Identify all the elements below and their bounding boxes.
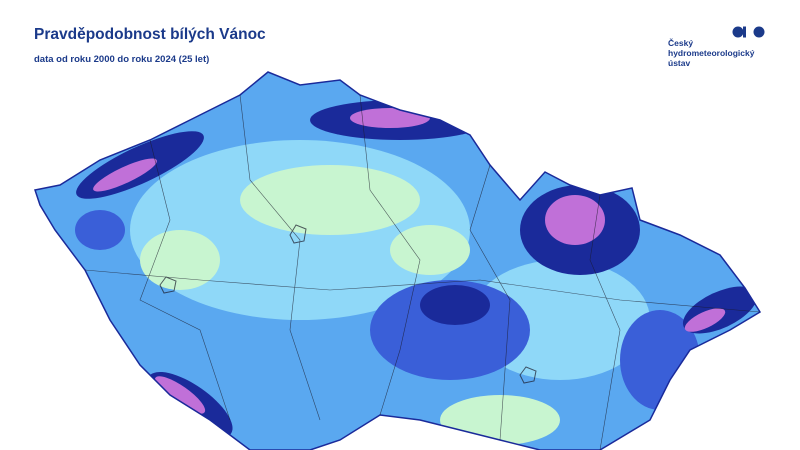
zone-highest (545, 195, 605, 245)
country-border (34, 71, 762, 450)
zone-highest (93, 158, 157, 192)
zone-highest (154, 376, 206, 414)
map-fill (35, 72, 760, 450)
zone-highest (350, 108, 430, 128)
zone-highest (684, 308, 726, 332)
zone-low (390, 225, 470, 275)
logo-line: ústav (668, 58, 691, 68)
zone-low (240, 165, 420, 235)
logo-line: hydrometeorologický (668, 48, 755, 58)
logo-line: Český (668, 38, 694, 48)
page-subtitle: data od roku 2000 do roku 2024 (25 let) (34, 54, 210, 65)
region-borders (84, 94, 761, 450)
logo-mark-icon (732, 26, 765, 38)
zone-low (140, 230, 220, 290)
zone-high (75, 210, 125, 250)
page-title: Pravděpodobnost bílých Vánoc (34, 26, 266, 43)
zone-very-high (420, 285, 490, 325)
